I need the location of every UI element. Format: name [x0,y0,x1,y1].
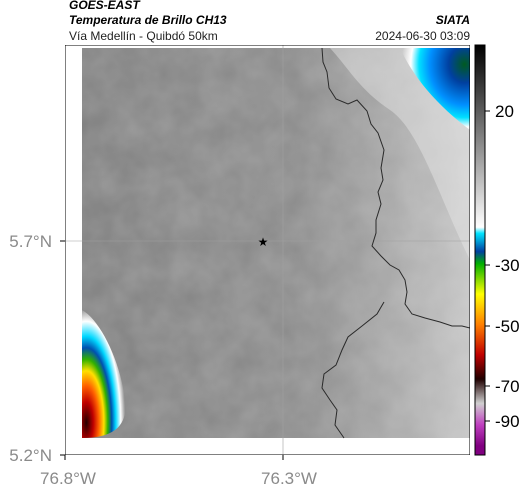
product-title: Temperatura de Brillo CH13 [69,13,227,27]
cold-cloud-northeast [400,48,470,130]
colorbar-tick-label: -90 [495,412,520,431]
map-area: ★ [65,45,470,455]
colorbar: 20 -30 -50 -70 -90 [474,44,520,456]
satellite-name: GOES-EAST [69,0,140,12]
lon-tick-label: 76.3°W [261,469,317,488]
area-label: Vía Medellín - Quibdó 50km [69,29,218,43]
border-line-east [321,47,470,329]
colorbar-ramp [474,44,486,456]
organization-label: SIATA [435,13,470,27]
colorbar-tick-label: -30 [495,256,520,275]
lat-tick-label: 5.2°N [9,446,52,465]
lat-tick-label: 5.7°N [9,232,52,251]
star-marker: ★ [258,235,269,249]
timestamp-label: 2024-06-30 03:09 [375,29,470,43]
colorbar-tick-label: -70 [495,377,520,396]
cold-cloud-southwest [82,310,126,438]
colorbar-tick-label: -50 [495,317,520,336]
border-line-south [321,301,385,439]
lon-tick-label: 76.8°W [40,469,96,488]
colorbar-tick-label: 20 [495,102,514,121]
